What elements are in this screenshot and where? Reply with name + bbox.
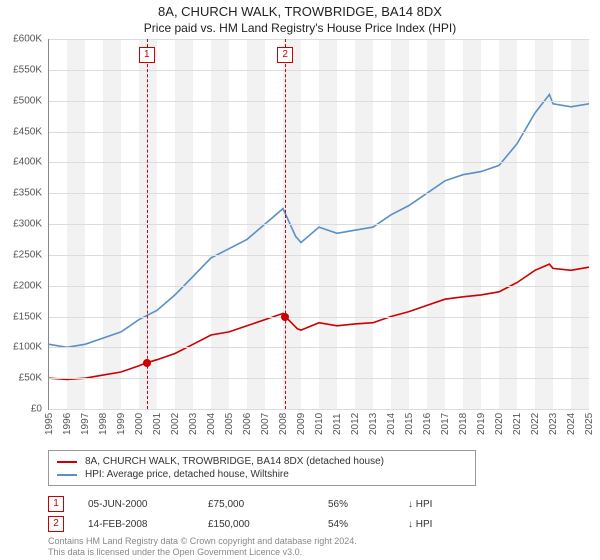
x-tick-label: 2018: [458, 413, 469, 435]
legend: 8A, CHURCH WALK, TROWBRIDGE, BA14 8DX (d…: [48, 450, 476, 486]
x-tick-label: 1997: [80, 413, 91, 435]
x-tick-label: 2023: [548, 413, 559, 435]
y-tick-label: £500K: [13, 95, 42, 106]
gridline: [49, 378, 589, 379]
y-tick-label: £0: [31, 404, 42, 415]
gridline: [49, 101, 589, 102]
marker-table-cell: £150,000: [208, 519, 328, 530]
x-tick-label: 2019: [476, 413, 487, 435]
y-tick-label: £150K: [13, 311, 42, 322]
x-tick-label: 2015: [404, 413, 415, 435]
marker-table-row: 2 14-FEB-2008£150,00054%↓ HPI: [48, 514, 488, 534]
marker-badge: 1: [139, 47, 155, 63]
marker-badge: 2: [277, 47, 293, 63]
legend-swatch: [57, 474, 77, 476]
marker-table-cell: 05-JUN-2000: [88, 499, 208, 510]
x-tick-label: 2016: [422, 413, 433, 435]
x-tick-label: 2013: [368, 413, 379, 435]
y-axis: £0£50K£100K£150K£200K£250K£300K£350K£400…: [0, 39, 46, 409]
x-tick-label: 2006: [242, 413, 253, 435]
page-subtitle: Price paid vs. HM Land Registry's House …: [0, 19, 600, 39]
y-tick-label: £600K: [13, 34, 42, 45]
x-tick-label: 2012: [350, 413, 361, 435]
marker-table: 1 05-JUN-2000£75,00056%↓ HPI 2 14-FEB-2008£…: [48, 494, 488, 534]
x-tick-label: 2002: [170, 413, 181, 435]
x-tick-label: 2003: [188, 413, 199, 435]
y-tick-label: £100K: [13, 342, 42, 353]
marker-table-cell: 54%: [328, 519, 408, 530]
gridline: [49, 255, 589, 256]
marker-table-cell: 56%: [328, 499, 408, 510]
x-tick-label: 1999: [116, 413, 127, 435]
x-tick-label: 2005: [224, 413, 235, 435]
x-tick-label: 2020: [494, 413, 505, 435]
legend-label: HPI: Average price, detached house, Wilt…: [85, 469, 289, 480]
footnote-line1: Contains HM Land Registry data © Crown c…: [48, 536, 357, 547]
gridline: [49, 224, 589, 225]
x-tick-label: 1998: [98, 413, 109, 435]
x-axis: 1995199619971998199920002001200220032004…: [48, 409, 588, 449]
x-tick-label: 2004: [206, 413, 217, 435]
y-tick-label: £350K: [13, 188, 42, 199]
y-tick-label: £450K: [13, 126, 42, 137]
chart-area: £0 £50K £100K £150K £200K £250K £300K £350K £400…: [0, 39, 600, 449]
x-tick-label: 2022: [530, 413, 541, 435]
marker-table-badge: 2: [48, 516, 64, 532]
marker-table-cell: 14-FEB-2008: [88, 519, 208, 530]
x-tick-label: 2010: [314, 413, 325, 435]
gridline: [49, 39, 589, 40]
y-tick-label: £400K: [13, 157, 42, 168]
gridline: [49, 347, 589, 348]
x-tick-label: 2024: [566, 413, 577, 435]
marker-table-cell: £75,000: [208, 499, 328, 510]
marker-table-cell: ↓ HPI: [408, 499, 488, 510]
y-tick-label: £300K: [13, 219, 42, 230]
x-tick-label: 2025: [584, 413, 595, 435]
gridline: [49, 286, 589, 287]
footnote: Contains HM Land Registry data © Crown c…: [48, 536, 357, 558]
x-tick-label: 2007: [260, 413, 271, 435]
gridline: [49, 70, 589, 71]
legend-swatch: [57, 461, 77, 463]
y-tick-label: £50K: [19, 373, 42, 384]
series-price_paid: [49, 264, 589, 379]
x-tick-label: 1995: [44, 413, 55, 435]
plot-area: 12: [48, 39, 589, 410]
x-tick-label: 2009: [296, 413, 307, 435]
x-tick-label: 1996: [62, 413, 73, 435]
x-tick-label: 2001: [152, 413, 163, 435]
gridline: [49, 132, 589, 133]
footnote-line2: This data is licensed under the Open Gov…: [48, 547, 357, 558]
x-tick-label: 2017: [440, 413, 451, 435]
marker-dot: [281, 313, 289, 321]
marker-line: [147, 39, 148, 409]
legend-label: 8A, CHURCH WALK, TROWBRIDGE, BA14 8DX (d…: [85, 456, 384, 467]
x-tick-label: 2008: [278, 413, 289, 435]
page-title: 8A, CHURCH WALK, TROWBRIDGE, BA14 8DX: [0, 0, 600, 19]
gridline: [49, 317, 589, 318]
marker-table-row: 1 05-JUN-2000£75,00056%↓ HPI: [48, 494, 488, 514]
legend-row: HPI: Average price, detached house, Wilt…: [57, 468, 467, 481]
legend-row: 8A, CHURCH WALK, TROWBRIDGE, BA14 8DX (d…: [57, 455, 467, 468]
marker-line: [285, 39, 286, 409]
y-tick-label: £200K: [13, 280, 42, 291]
marker-table-cell: ↓ HPI: [408, 519, 488, 530]
x-tick-label: 2000: [134, 413, 145, 435]
x-tick-label: 2011: [332, 413, 343, 435]
gridline: [49, 193, 589, 194]
y-tick-label: £550K: [13, 64, 42, 75]
marker-dot: [143, 359, 151, 367]
marker-table-badge: 1: [48, 496, 64, 512]
x-tick-label: 2014: [386, 413, 397, 435]
x-tick-label: 2021: [512, 413, 523, 435]
y-tick-label: £250K: [13, 249, 42, 260]
gridline: [49, 162, 589, 163]
